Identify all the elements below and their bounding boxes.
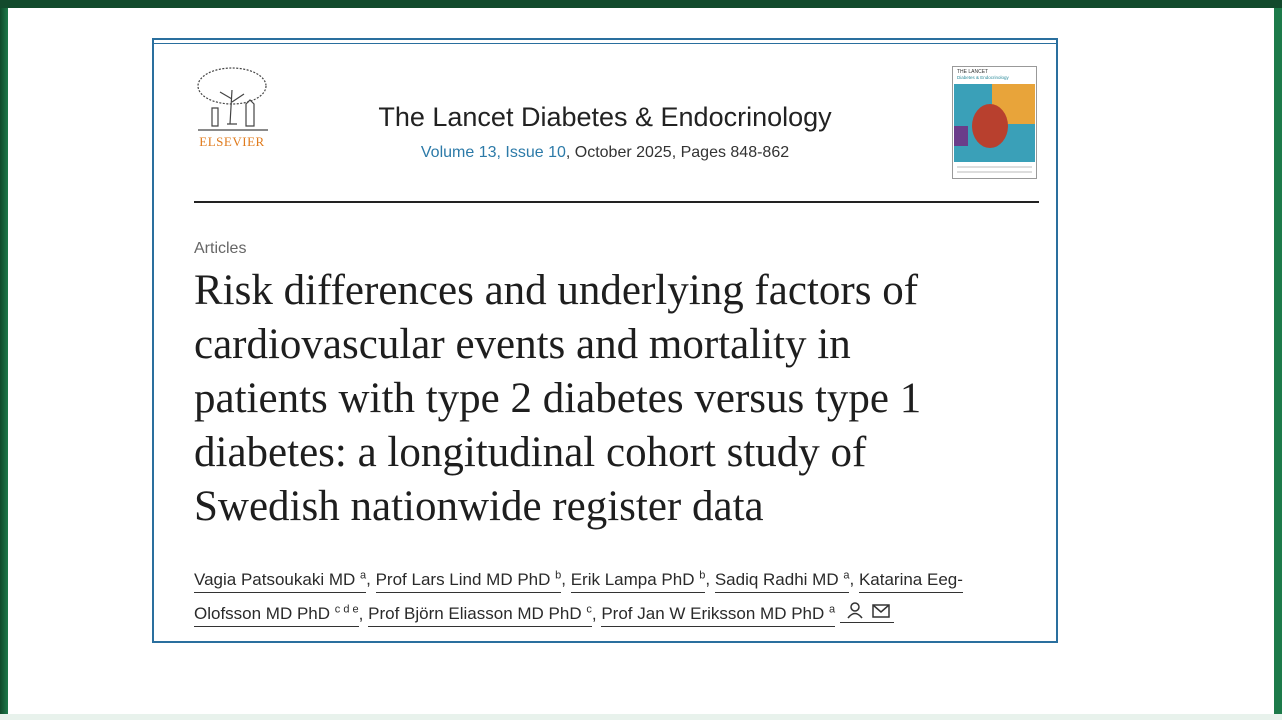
author-name: Prof Jan W Eriksson MD PhD bbox=[601, 604, 825, 624]
separator: , bbox=[561, 569, 566, 589]
author-name: Erik Lampa PhD bbox=[570, 569, 695, 589]
contact-icons[interactable] bbox=[839, 600, 894, 624]
separator: , bbox=[591, 604, 597, 624]
cover-title: THE LANCET bbox=[957, 69, 988, 75]
article-title: Risk differences and underlying factors … bbox=[194, 264, 1054, 534]
affiliation: b bbox=[555, 569, 562, 581]
title-line: Swedish nationwide register data bbox=[194, 483, 764, 530]
author[interactable]: Katarina Eeg-Olofsson MD PhD c d e bbox=[194, 569, 963, 628]
separator: , bbox=[705, 569, 711, 589]
title-line: diabetes: a longitudinal cohort study of bbox=[194, 429, 867, 476]
author[interactable]: Sadiq Radhi MD a bbox=[714, 569, 850, 593]
author-name: Sadiq Radhi MD bbox=[714, 569, 839, 589]
affiliation: a bbox=[360, 569, 367, 581]
affiliation: a bbox=[829, 603, 836, 616]
article-header: ELSEVIER The Lancet Diabetes & Endocrino… bbox=[152, 38, 1058, 643]
author[interactable]: Prof Björn Eliasson MD PhD c bbox=[368, 603, 592, 628]
divider bbox=[194, 201, 1039, 203]
separator: , bbox=[366, 569, 371, 589]
affiliation: b bbox=[699, 569, 706, 581]
author[interactable]: Vagia Patsoukaki MD a bbox=[194, 569, 367, 593]
frame-bottom bbox=[0, 714, 1282, 720]
journal-cover[interactable]: THE LANCET Diabetes & Endocrinology bbox=[952, 66, 1038, 180]
affiliation: c bbox=[586, 603, 592, 616]
author-name: Katarina Eeg-Olofsson MD PhD bbox=[194, 569, 963, 624]
journal-name[interactable]: The Lancet Diabetes & Endocrinology bbox=[378, 102, 832, 132]
affiliation: c d e bbox=[334, 603, 359, 616]
author-list: Vagia Patsoukaki MD a, Prof Lars Lind MD… bbox=[194, 560, 1024, 629]
author[interactable]: Erik Lampa PhD b bbox=[570, 569, 706, 593]
separator: , bbox=[358, 604, 364, 624]
section-label: Articles bbox=[194, 240, 247, 257]
title-line: patients with type 2 diabetes versus typ… bbox=[194, 375, 922, 422]
volume-link[interactable]: Volume 13, Issue 10 bbox=[420, 144, 566, 161]
author-name: Prof Lars Lind MD PhD bbox=[375, 569, 551, 589]
title-line: cardiovascular events and mortality in bbox=[194, 321, 851, 368]
publisher-name: ELSEVIER bbox=[199, 134, 264, 149]
affiliation: a bbox=[843, 569, 850, 581]
publisher-logo[interactable]: ELSEVIER bbox=[194, 64, 274, 154]
author-name: Vagia Patsoukaki MD bbox=[194, 569, 356, 589]
volume-line: Volume 13, Issue 10, October 2025, Pages… bbox=[154, 144, 1056, 162]
separator: , bbox=[849, 569, 855, 589]
author[interactable]: Prof Jan W Eriksson MD PhD a bbox=[601, 603, 836, 628]
frame-top bbox=[0, 0, 1282, 8]
title-line: Risk differences and underlying factors … bbox=[194, 267, 919, 314]
author[interactable]: Prof Lars Lind MD PhD b bbox=[375, 569, 562, 593]
author-name: Prof Björn Eliasson MD PhD bbox=[368, 604, 582, 624]
cover-subtitle: Diabetes & Endocrinology bbox=[957, 75, 1010, 80]
issue-details: , October 2025, Pages 848-862 bbox=[565, 144, 790, 161]
